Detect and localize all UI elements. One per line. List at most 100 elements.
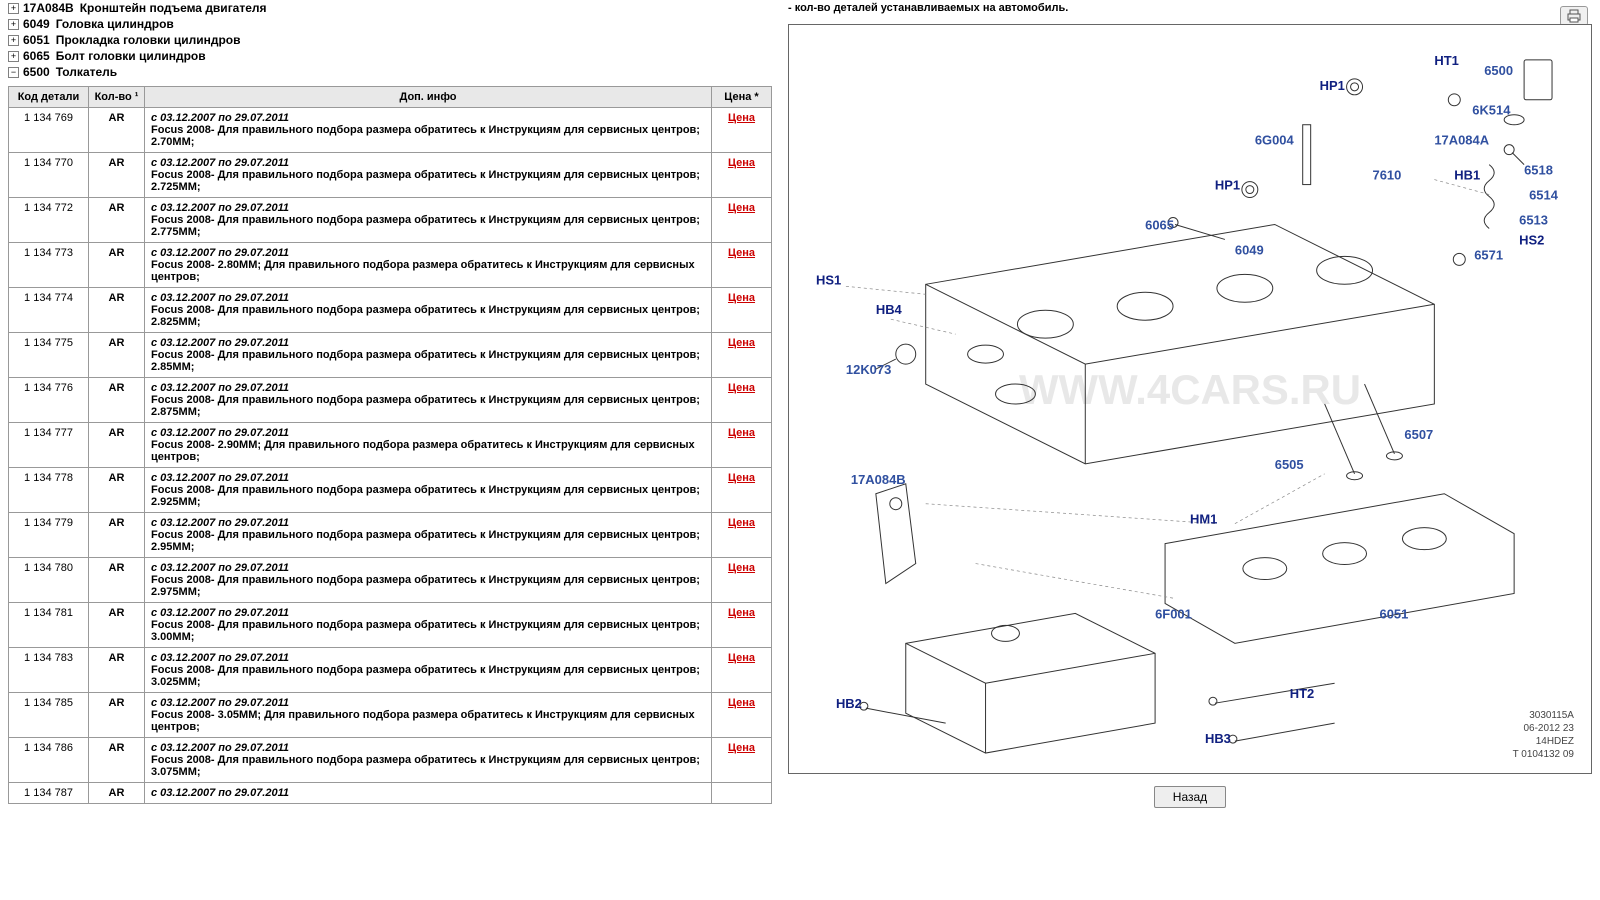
price-link[interactable]: Цена xyxy=(728,562,755,574)
tree-item[interactable]: +6051Прокладка головки цилиндров xyxy=(8,32,772,48)
price-link[interactable]: Цена xyxy=(728,157,755,169)
cell-code: 1 134 779 xyxy=(9,513,89,558)
price-link[interactable]: Цена xyxy=(728,292,755,304)
diagram-label[interactable]: 6G004 xyxy=(1255,133,1295,148)
tree-item[interactable]: +6049Головка цилиндров xyxy=(8,16,772,32)
price-link[interactable]: Цена xyxy=(728,472,755,484)
diagram-label[interactable]: 17A084A xyxy=(1434,133,1489,148)
cell-price xyxy=(712,783,772,804)
expand-icon[interactable]: + xyxy=(8,51,19,62)
tree-item[interactable]: −6500Толкатель xyxy=(8,64,772,80)
parts-diagram: WWW.4CARS.RU xyxy=(788,24,1592,774)
diagram-footer: 3030115A xyxy=(1529,710,1574,721)
cell-info: с 03.12.2007 по 29.07.2011Focus 2008- Дл… xyxy=(145,153,712,198)
price-link[interactable]: Цена xyxy=(728,697,755,709)
print-icon xyxy=(1566,9,1582,23)
diagram-label[interactable]: HB3 xyxy=(1205,731,1231,746)
diagram-label[interactable]: HB2 xyxy=(836,696,862,711)
diagram-label[interactable]: 6049 xyxy=(1235,242,1264,257)
table-row: 1 134 777ARс 03.12.2007 по 29.07.2011Foc… xyxy=(9,423,772,468)
cell-price: Цена xyxy=(712,333,772,378)
price-link[interactable]: Цена xyxy=(728,607,755,619)
diagram-label[interactable]: HT1 xyxy=(1434,53,1458,68)
table-row: 1 134 773ARс 03.12.2007 по 29.07.2011Foc… xyxy=(9,243,772,288)
diagram-label[interactable]: HM1 xyxy=(1190,512,1217,527)
cell-qty: AR xyxy=(89,693,145,738)
expand-icon[interactable]: + xyxy=(8,19,19,30)
cell-qty: AR xyxy=(89,198,145,243)
diagram-label[interactable]: HB1 xyxy=(1454,168,1480,183)
tree-item[interactable]: +17A084B Кронштейн подъема двигателя xyxy=(8,0,772,16)
cell-price: Цена xyxy=(712,468,772,513)
diagram-label[interactable]: HP1 xyxy=(1320,78,1345,93)
cell-code: 1 134 785 xyxy=(9,693,89,738)
diagram-label[interactable]: HB4 xyxy=(876,302,903,317)
tree-label: Болт головки цилиндров xyxy=(56,49,206,63)
cell-price: Цена xyxy=(712,513,772,558)
tree-item[interactable]: +6065 Болт головки цилиндров xyxy=(8,48,772,64)
cell-code: 1 134 773 xyxy=(9,243,89,288)
cell-qty: AR xyxy=(89,468,145,513)
price-link[interactable]: Цена xyxy=(728,382,755,394)
cell-qty: AR xyxy=(89,423,145,468)
table-row: 1 134 775ARс 03.12.2007 по 29.07.2011Foc… xyxy=(9,333,772,378)
cell-info: с 03.12.2007 по 29.07.2011Focus 2008- Дл… xyxy=(145,333,712,378)
diagram-label[interactable]: 17A084B xyxy=(851,472,906,487)
tree-label: Прокладка головки цилиндров xyxy=(56,33,241,47)
price-link[interactable]: Цена xyxy=(728,247,755,259)
price-link[interactable]: Цена xyxy=(728,652,755,664)
diagram-label[interactable]: 6500 xyxy=(1484,63,1513,78)
diagram-label[interactable]: 6513 xyxy=(1519,212,1548,227)
tree-label: Головка цилиндров xyxy=(56,17,174,31)
print-button[interactable] xyxy=(1560,6,1588,26)
diagram-label[interactable]: 7610 xyxy=(1373,168,1402,183)
cell-qty: AR xyxy=(89,333,145,378)
price-link[interactable]: Цена xyxy=(728,427,755,439)
cell-price: Цена xyxy=(712,288,772,333)
diagram-label[interactable]: 6065 xyxy=(1145,217,1174,232)
tree-label: Кронштейн подъема двигателя xyxy=(80,1,267,15)
cell-code: 1 134 772 xyxy=(9,198,89,243)
tree-code: 17A084B xyxy=(23,1,74,15)
diagram-label[interactable]: HS1 xyxy=(816,272,841,287)
table-row: 1 134 785ARс 03.12.2007 по 29.07.2011Foc… xyxy=(9,693,772,738)
tree-code: 6065 xyxy=(23,49,50,63)
expand-icon[interactable]: + xyxy=(8,3,19,14)
cell-info: с 03.12.2007 по 29.07.2011Focus 2008- Дл… xyxy=(145,738,712,783)
diagram-label[interactable]: 6F001 xyxy=(1155,606,1192,621)
cell-qty: AR xyxy=(89,603,145,648)
th-info: Доп. инфо xyxy=(145,87,712,108)
price-link[interactable]: Цена xyxy=(728,337,755,349)
diagram-label[interactable]: 12K073 xyxy=(846,362,891,377)
tree-label: Толкатель xyxy=(56,65,117,79)
diagram-label[interactable]: HT2 xyxy=(1290,686,1314,701)
cell-qty: AR xyxy=(89,558,145,603)
cell-qty: AR xyxy=(89,378,145,423)
table-row: 1 134 772ARс 03.12.2007 по 29.07.2011Foc… xyxy=(9,198,772,243)
table-row: 1 134 776ARс 03.12.2007 по 29.07.2011Foc… xyxy=(9,378,772,423)
cell-code: 1 134 776 xyxy=(9,378,89,423)
diagram-label[interactable]: HS2 xyxy=(1519,232,1544,247)
expand-icon[interactable]: − xyxy=(8,67,19,78)
table-row: 1 134 787ARс 03.12.2007 по 29.07.2011 xyxy=(9,783,772,804)
cell-info: с 03.12.2007 по 29.07.2011Focus 2008- Дл… xyxy=(145,648,712,693)
diagram-label[interactable]: 6518 xyxy=(1524,163,1553,178)
table-row: 1 134 780ARс 03.12.2007 по 29.07.2011Foc… xyxy=(9,558,772,603)
expand-icon[interactable]: + xyxy=(8,35,19,46)
diagram-label[interactable]: 6051 xyxy=(1379,606,1408,621)
price-link[interactable]: Цена xyxy=(728,112,755,124)
diagram-label[interactable]: 6505 xyxy=(1275,457,1304,472)
parts-table: Код детали Кол-во ¹ Доп. инфо Цена * 1 1… xyxy=(8,86,772,804)
price-link[interactable]: Цена xyxy=(728,517,755,529)
diagram-label[interactable]: 6571 xyxy=(1474,247,1503,262)
diagram-label[interactable]: 6514 xyxy=(1529,188,1559,203)
diagram-label[interactable]: 6K514 xyxy=(1472,103,1511,118)
diagram-label[interactable]: HP1 xyxy=(1215,178,1240,193)
diagram-label[interactable]: 6507 xyxy=(1404,427,1433,442)
cell-price: Цена xyxy=(712,693,772,738)
price-link[interactable]: Цена xyxy=(728,742,755,754)
price-link[interactable]: Цена xyxy=(728,202,755,214)
cell-code: 1 134 786 xyxy=(9,738,89,783)
back-button[interactable]: Назад xyxy=(1154,786,1226,808)
cell-code: 1 134 775 xyxy=(9,333,89,378)
